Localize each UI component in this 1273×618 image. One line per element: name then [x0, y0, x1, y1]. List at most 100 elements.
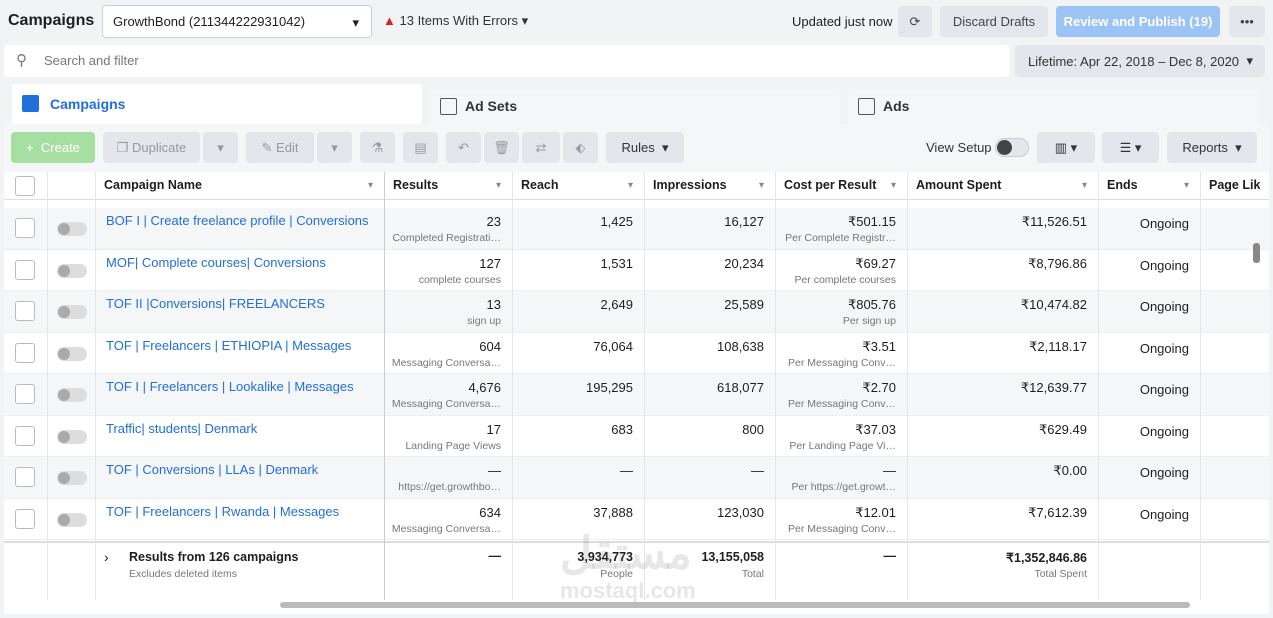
column-header[interactable]: Reach	[521, 178, 559, 192]
row-checkbox[interactable]	[15, 508, 35, 529]
row-checkbox[interactable]	[15, 342, 35, 363]
footer-label: Results from 126 campaigns	[129, 550, 299, 564]
column-header[interactable]: Impressions	[653, 178, 727, 192]
divider	[907, 172, 908, 600]
campaign-name[interactable]: TOF | Freelancers | Rwanda | Messages	[106, 503, 340, 519]
column-header[interactable]: Page Like	[1209, 178, 1260, 192]
row-toggle[interactable]	[57, 512, 87, 527]
duplicate[interactable]: ❐ Duplicate	[103, 132, 200, 163]
row-checkbox[interactable]	[15, 467, 35, 487]
campaign-name[interactable]: MOF| Complete courses| Conversions	[106, 254, 326, 270]
column-header[interactable]: Amount Spent	[916, 178, 1002, 192]
columns[interactable]: ▥ ▾	[1037, 132, 1095, 163]
duplicate-menu[interactable]: ▾	[203, 132, 238, 163]
date-range[interactable]: Lifetime: Apr 22, 2018 – Dec 8, 2020 ▾	[1015, 45, 1265, 77]
column-header[interactable]: Results	[393, 178, 439, 192]
tab[interactable]: Campaigns	[12, 84, 422, 124]
test[interactable]: ⚗	[360, 132, 395, 163]
account-select[interactable]: GrowthBond (211344222931042) ▾	[102, 5, 372, 38]
cost-type: Per https://get.growt…	[791, 481, 896, 493]
row-toggle[interactable]	[57, 305, 87, 319]
preview[interactable]: ⇄	[522, 132, 560, 163]
campaign-name[interactable]: Traffic| students| Denmark	[106, 420, 258, 436]
row	[4, 374, 1269, 416]
cost-type: Per sign up	[842, 315, 896, 327]
amount-spent: ₹629.49	[1038, 421, 1087, 437]
clipboard[interactable]: ▤	[403, 132, 438, 163]
edit[interactable]: ✎ Edit	[246, 132, 314, 163]
view-setup: View Setup	[926, 140, 992, 155]
campaign-name[interactable]: TOF | Freelancers | ETHIOPIA | Messages	[106, 337, 352, 353]
results-type: Messaging Conversa…	[391, 522, 501, 535]
v-scrollbar	[1253, 243, 1260, 263]
create[interactable]: + Create	[11, 132, 95, 163]
row-toggle[interactable]	[57, 388, 87, 402]
tab[interactable]: Ads	[848, 89, 1258, 125]
sort-arrow: ▾	[368, 180, 374, 191]
search[interactable]: ⚲ Search and filter	[4, 45, 1010, 77]
tab[interactable]: Ad Sets	[430, 89, 840, 125]
expand[interactable]: ›	[104, 549, 109, 565]
tab-label: Ads	[883, 98, 910, 114]
cost-per-result: ₹37.03	[855, 421, 896, 437]
errors[interactable]: ▲ 13 Items With Errors ▾	[383, 13, 529, 28]
watermark: مستقل	[560, 529, 692, 578]
toggle-knob	[58, 513, 70, 526]
tag[interactable]: ⬖	[563, 132, 598, 163]
campaign-name[interactable]: TOF | Conversions | LLAs | Denmark	[106, 462, 319, 477]
divider	[512, 172, 513, 600]
column-header[interactable]: Cost per Result	[784, 178, 877, 192]
watermark-url: mostaql.com	[560, 578, 696, 603]
errors-text: 13 Items With Errors	[399, 13, 518, 28]
reports[interactable]: Reports ▾	[1167, 132, 1257, 163]
row-checkbox[interactable]	[15, 259, 35, 280]
rules[interactable]: Rules ▾	[606, 132, 684, 163]
row	[4, 208, 1269, 250]
edit-menu[interactable]: ▾	[317, 132, 352, 163]
duplicate-text: Duplicate	[132, 140, 187, 155]
campaign-name[interactable]: BOF I | Create freelance profile | Conve…	[106, 213, 369, 228]
column-header[interactable]: Campaign Name	[104, 178, 202, 192]
row-checkbox[interactable]	[15, 218, 35, 238]
row-toggle[interactable]	[57, 263, 87, 278]
results: 634	[479, 504, 501, 520]
ends: Ongoing	[1139, 423, 1189, 439]
campaign-name[interactable]: TOF I | Freelancers | Lookalike | Messag…	[106, 379, 354, 394]
refresh[interactable]: ⟳	[898, 6, 932, 37]
publish[interactable]: Review and Publish (19)	[1056, 6, 1220, 37]
total-cost: —	[883, 549, 897, 563]
row-toggle[interactable]	[57, 471, 87, 485]
row-checkbox[interactable]	[15, 384, 35, 404]
divider	[1200, 172, 1201, 600]
ends: Ongoing	[1139, 340, 1189, 356]
undo[interactable]: ↶	[446, 132, 481, 163]
results: —	[488, 463, 501, 478]
discard-drafts[interactable]: Discard Drafts	[940, 6, 1048, 37]
tab-icon	[440, 98, 457, 115]
row-toggle[interactable]	[57, 222, 87, 236]
sort-arrow: ▾	[891, 180, 897, 191]
amount-spent: ₹12,639.77	[1020, 380, 1087, 395]
row-checkbox[interactable]	[15, 425, 35, 446]
impressions: 16,127	[724, 214, 764, 229]
select-all[interactable]	[15, 176, 35, 196]
column-header[interactable]: Ends	[1107, 178, 1138, 192]
campaign-name[interactable]: TOF II |Conversions| FREELANCERS	[106, 296, 325, 311]
view-toggle[interactable]	[995, 138, 1029, 157]
delete[interactable]: 🗑	[484, 132, 519, 163]
row-toggle[interactable]	[57, 429, 87, 444]
rules-text: Rules	[621, 140, 655, 155]
more[interactable]: •••	[1229, 6, 1265, 37]
row-toggle[interactable]	[57, 346, 87, 361]
cost-type: Per Messaging Conv…	[788, 356, 896, 369]
divider	[384, 172, 385, 600]
total-reach-sub: People	[600, 568, 633, 580]
breakdown[interactable]: ☰ ▾	[1102, 132, 1159, 163]
total-impressions: 13,155,058	[701, 550, 764, 564]
edit-text: Edit	[276, 140, 299, 155]
impressions: —	[751, 463, 764, 478]
ends: Ongoing	[1139, 257, 1189, 273]
tab-icon	[22, 95, 39, 112]
cost-per-result: ₹69.27	[855, 255, 896, 271]
row-checkbox[interactable]	[15, 301, 35, 321]
